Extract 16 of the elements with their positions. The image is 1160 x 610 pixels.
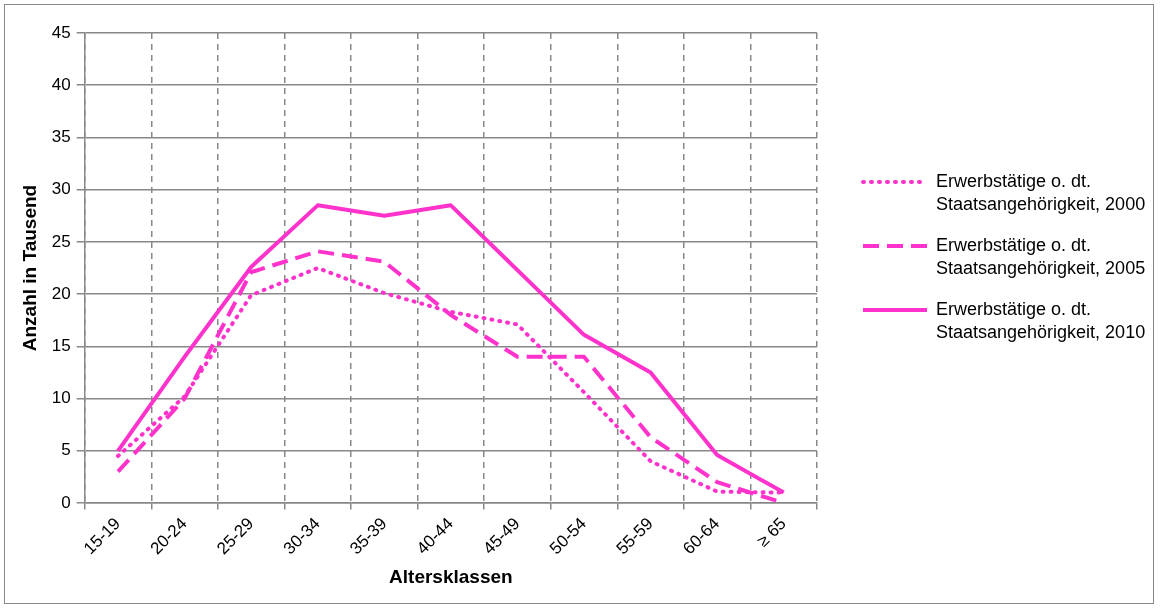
- y-tick-label: 25: [51, 231, 71, 251]
- y-tick-label: 20: [51, 283, 71, 303]
- legend-label: Erwerbstätige o. dt. Staatsangehörigkeit, 2000: [936, 170, 1147, 216]
- y-tick-label: 30: [51, 179, 71, 199]
- y-tick-label: 0: [61, 492, 71, 512]
- x-tick-label: ≥ 65: [753, 513, 790, 551]
- y-tick-label: 45: [51, 22, 71, 42]
- y-tick-label: 40: [51, 74, 71, 94]
- legend-label: Erwerbstätige o. dt. Staatsangehörigkeit, 2005: [936, 234, 1147, 280]
- y-tick-label: 10: [51, 388, 71, 408]
- y-tick-label: 5: [61, 440, 71, 460]
- y-axis-title: Anzahl in Tausend: [18, 184, 40, 352]
- y-tick-label: 35: [51, 127, 71, 147]
- x-axis-title: Altersklassen: [389, 565, 513, 587]
- legend-label: Erwerbstätige o. dt. Staatsangehörigkeit, 2010: [936, 298, 1147, 344]
- y-tick-label: 15: [51, 336, 71, 356]
